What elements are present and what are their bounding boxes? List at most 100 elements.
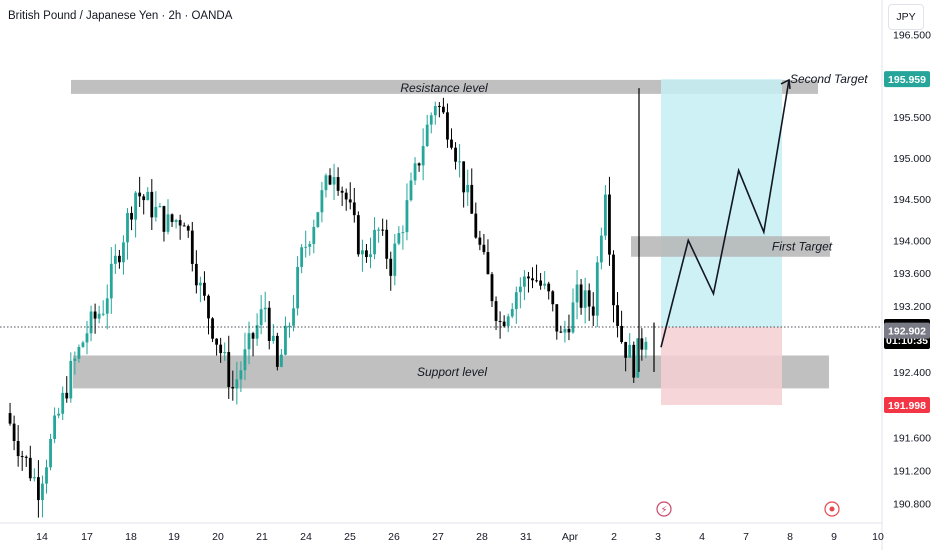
candle-body bbox=[612, 254, 615, 306]
candle-body bbox=[24, 456, 28, 458]
candle-body bbox=[203, 282, 206, 296]
candle-body bbox=[437, 105, 441, 107]
candle-body bbox=[174, 220, 178, 222]
candle-body bbox=[150, 191, 154, 218]
candle-body bbox=[518, 286, 522, 293]
candle-body bbox=[304, 246, 308, 248]
candle-body bbox=[199, 282, 202, 286]
candle-body bbox=[632, 344, 636, 378]
lightning-glyph: ⚡ bbox=[660, 505, 667, 516]
candle-body bbox=[555, 304, 559, 332]
candle-body bbox=[381, 229, 385, 231]
candle-body bbox=[409, 180, 413, 201]
candle-body bbox=[190, 230, 194, 264]
candle-body bbox=[109, 263, 113, 299]
candle-body bbox=[604, 194, 607, 236]
y-tick-label: 190.800 bbox=[893, 499, 931, 511]
candle-body bbox=[344, 192, 348, 200]
candle-body bbox=[365, 250, 368, 258]
candle-body bbox=[466, 184, 470, 193]
candle-body bbox=[182, 225, 186, 227]
candle-body bbox=[138, 192, 142, 197]
candle-body bbox=[243, 349, 247, 371]
candle-body bbox=[12, 423, 16, 442]
candle-body bbox=[328, 175, 332, 185]
candle-body bbox=[85, 333, 89, 343]
candle-body bbox=[571, 302, 575, 333]
candle-body bbox=[502, 321, 506, 327]
second-target-label: Second Target bbox=[790, 72, 868, 86]
currency-button[interactable]: JPY bbox=[888, 4, 924, 30]
candle-body bbox=[567, 328, 571, 333]
candle-body bbox=[446, 112, 449, 140]
candle-body bbox=[429, 115, 433, 125]
price-tag bbox=[884, 397, 930, 414]
x-tick-label: 26 bbox=[388, 531, 400, 543]
candle-body bbox=[113, 255, 117, 264]
candle-body bbox=[470, 184, 474, 214]
candle-body bbox=[239, 370, 243, 380]
candle-body bbox=[397, 233, 401, 244]
candle-body bbox=[16, 441, 20, 457]
candle-body bbox=[510, 309, 514, 317]
candle-body bbox=[425, 124, 429, 147]
candle-body bbox=[478, 237, 482, 245]
candle-body bbox=[636, 338, 640, 378]
candle-body bbox=[215, 338, 218, 345]
projection-arrowhead bbox=[780, 78, 791, 90]
candle-body bbox=[251, 333, 255, 339]
candle-body bbox=[591, 306, 595, 316]
candle-body bbox=[65, 392, 69, 399]
y-tick-label: 195.000 bbox=[893, 153, 931, 165]
candle-body bbox=[263, 307, 267, 310]
lightning-icon bbox=[656, 501, 672, 517]
candle-body bbox=[8, 413, 12, 424]
candle-body bbox=[482, 244, 486, 253]
x-tick-label: 8 bbox=[787, 531, 793, 543]
candle-body bbox=[89, 311, 93, 334]
x-tick-label: 25 bbox=[344, 531, 356, 543]
candle-body bbox=[300, 247, 304, 267]
x-tick-label: 2 bbox=[611, 531, 617, 543]
candle-body bbox=[130, 212, 133, 220]
y-tick-label: 191.200 bbox=[893, 466, 931, 478]
resistance-label: Resistance level bbox=[400, 81, 488, 95]
candle-body bbox=[207, 295, 210, 319]
candle-body bbox=[166, 214, 170, 232]
candle-body bbox=[77, 346, 81, 359]
candle-body bbox=[547, 283, 551, 292]
candle-body bbox=[620, 325, 623, 343]
candle-body bbox=[587, 290, 591, 307]
candle-body bbox=[332, 177, 336, 185]
candle-body bbox=[235, 379, 239, 389]
candle-body bbox=[292, 308, 295, 326]
y-tick-label: 195.500 bbox=[893, 112, 931, 124]
candle-body bbox=[41, 483, 44, 501]
candle-body bbox=[324, 175, 328, 191]
candle-body bbox=[361, 250, 364, 255]
candle-body bbox=[523, 276, 526, 287]
first-target-zone bbox=[631, 236, 830, 257]
candle-body bbox=[539, 280, 542, 286]
candle-body bbox=[194, 263, 198, 286]
candle-body bbox=[275, 335, 279, 367]
candle-body bbox=[442, 106, 445, 113]
candle-body bbox=[227, 352, 231, 387]
y-tick-label: 193.200 bbox=[893, 301, 931, 313]
candle-body bbox=[255, 325, 259, 339]
candle-body bbox=[142, 196, 146, 201]
candle-body bbox=[608, 194, 611, 255]
candle-body bbox=[53, 415, 56, 439]
candle-body bbox=[186, 226, 190, 231]
candle-body bbox=[267, 307, 271, 341]
candle-body bbox=[162, 206, 166, 232]
candle-body bbox=[413, 163, 417, 181]
candle-body bbox=[417, 163, 421, 166]
candle-body bbox=[506, 316, 510, 327]
candle-body bbox=[421, 146, 425, 166]
resistance-zone bbox=[71, 79, 818, 94]
candle-body bbox=[369, 254, 372, 258]
candle-body bbox=[377, 229, 380, 231]
candle-body bbox=[211, 318, 214, 339]
